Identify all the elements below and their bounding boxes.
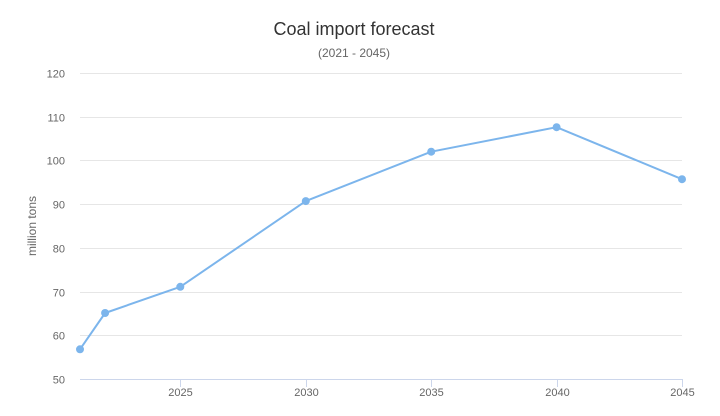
- y-tick-label-80: 80: [53, 244, 65, 256]
- grid-lines: [80, 73, 682, 336]
- chart-title: Coal import forecast: [273, 19, 435, 39]
- y-tick-label-110: 110: [47, 113, 65, 125]
- y-tick-label-120: 120: [47, 69, 65, 81]
- x-axis-ticks: 2025 2030 2035 2040 2045: [168, 379, 695, 399]
- x-tick-label-2045: 2045: [670, 387, 694, 399]
- x-tick-label-2040: 2040: [545, 387, 569, 399]
- data-point-2040[interactable]: [552, 123, 561, 132]
- data-point-2025[interactable]: [176, 282, 185, 291]
- x-tick-label-2035: 2035: [419, 387, 443, 399]
- data-point-2030[interactable]: [301, 197, 310, 206]
- data-point-2022[interactable]: [101, 309, 110, 317]
- y-tick-label-60: 60: [53, 331, 65, 343]
- x-tick-label-2025: 2025: [168, 387, 192, 399]
- x-tick-label-2030: 2030: [294, 387, 318, 399]
- y-tick-label-90: 90: [53, 200, 65, 212]
- series-layer: [76, 123, 686, 354]
- data-point-2045[interactable]: [678, 175, 686, 184]
- y-axis-title: million tons: [25, 196, 39, 256]
- y-tick-label-70: 70: [53, 288, 65, 300]
- data-point-2035[interactable]: [427, 147, 436, 156]
- chart-subtitle: (2021 - 2045): [317, 46, 391, 60]
- y-axis-ticks: 50 60 70 80 90 100 110 120: [47, 69, 65, 387]
- data-point-2021[interactable]: [76, 345, 84, 354]
- y-tick-label-50: 50: [53, 375, 65, 387]
- y-tick-label-100: 100: [47, 156, 65, 168]
